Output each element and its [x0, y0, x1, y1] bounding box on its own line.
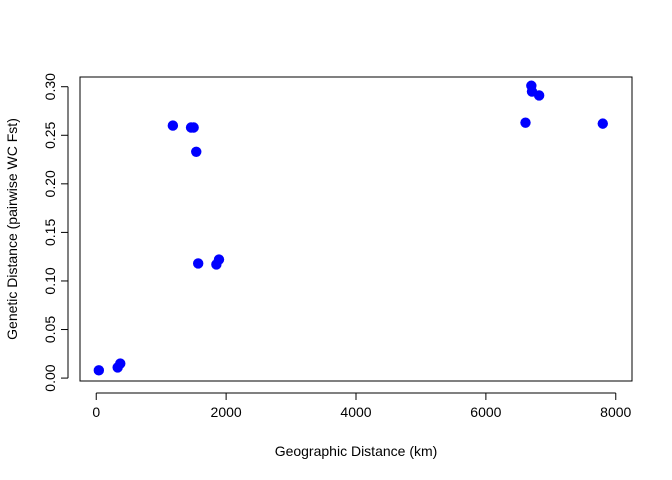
- data-point: [520, 117, 531, 128]
- data-point: [167, 120, 179, 131]
- y-tick-label: 0.00: [42, 364, 58, 391]
- data-points: [93, 80, 608, 376]
- y-tick-label: 0.25: [42, 121, 58, 148]
- data-point: [115, 358, 126, 369]
- y-tick-label: 0.05: [42, 316, 58, 343]
- data-point: [192, 258, 204, 269]
- data-point: [533, 90, 545, 101]
- x-tick-label: 0: [92, 404, 100, 420]
- x-axis-label: Geographic Distance (km): [275, 443, 438, 459]
- x-tick-label: 2000: [211, 404, 242, 420]
- y-axis-label: Genetic Distance (pairwise WC Fst): [4, 118, 20, 340]
- y-axis: 0.00 0.05 0.10 0.15 0.20 0.25 0.30: [42, 73, 69, 392]
- y-tick-label: 0.20: [42, 170, 58, 197]
- y-tick-label: 0.30: [42, 73, 58, 100]
- x-axis: 0 2000 4000 6000 8000: [92, 392, 632, 420]
- x-tick-label: 8000: [600, 404, 631, 420]
- y-tick-label: 0.15: [42, 219, 58, 246]
- x-tick-label: 6000: [470, 404, 501, 420]
- data-point: [213, 254, 225, 265]
- y-tick-label: 0.10: [42, 267, 58, 294]
- data-point: [191, 146, 202, 157]
- data-point: [597, 118, 608, 129]
- data-point: [93, 365, 105, 376]
- data-point: [188, 122, 199, 133]
- plot-frame: [79, 76, 633, 382]
- x-tick-label: 4000: [340, 404, 371, 420]
